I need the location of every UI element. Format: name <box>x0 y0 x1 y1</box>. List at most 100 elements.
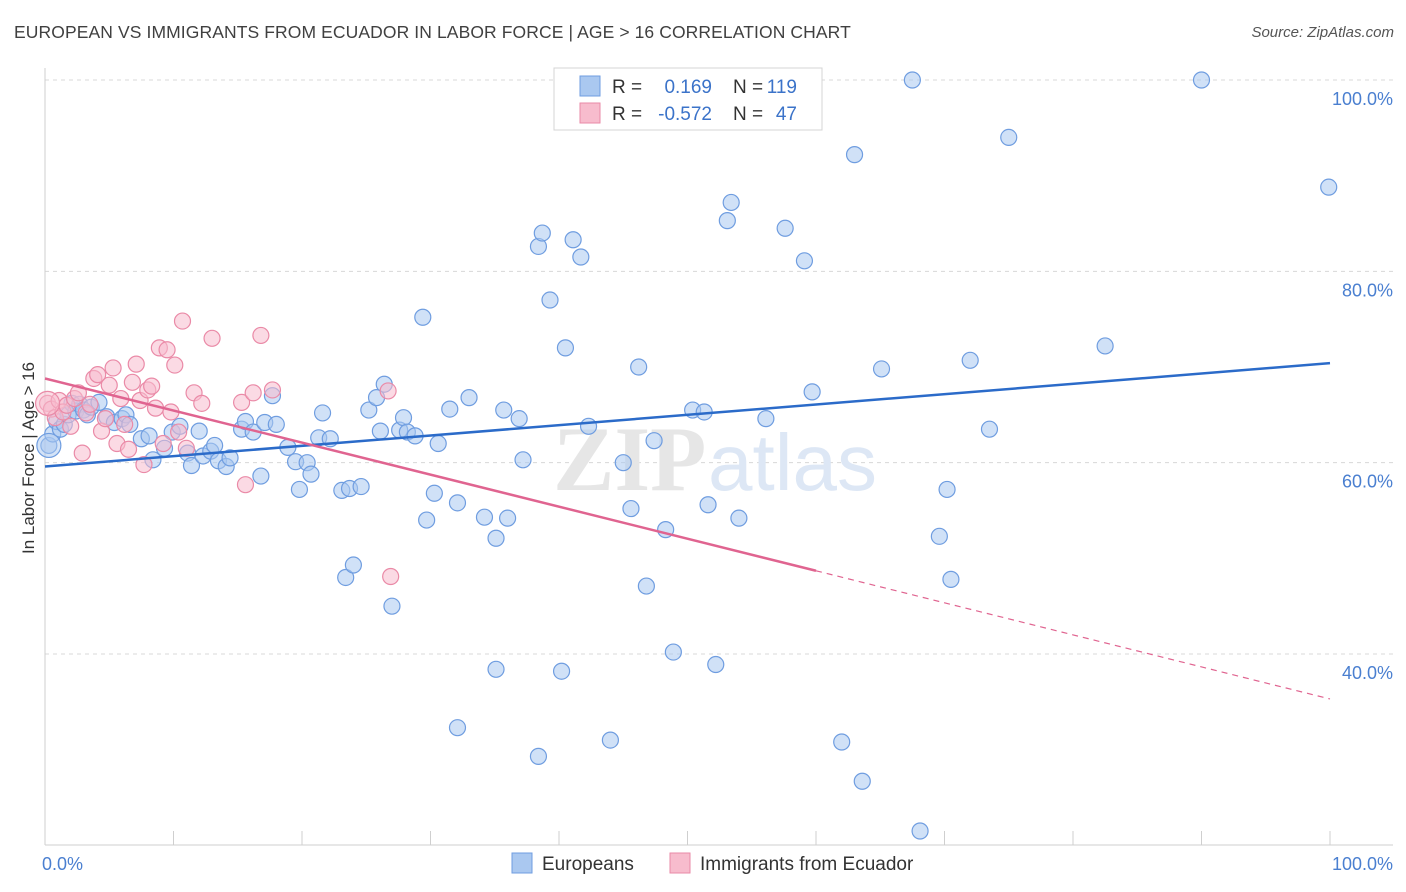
legend-r-value-ecuador: -0.572 <box>658 104 712 125</box>
ecuador-point-large <box>34 390 61 416</box>
europeans-point <box>529 747 548 765</box>
europeans-point <box>645 432 663 450</box>
x-tick-label-max: 100.0% <box>1332 854 1393 874</box>
europeans-point <box>707 655 725 674</box>
europeans-point <box>487 529 505 547</box>
y-tick-label-60: 60.0% <box>1342 472 1393 492</box>
europeans-point <box>564 231 582 249</box>
bottom-swatch-ecuador <box>669 852 691 874</box>
ecuador-point <box>89 366 107 384</box>
europeans-point <box>448 719 467 737</box>
bottom-legend-europeans: Europeans <box>542 854 634 875</box>
europeans-point <box>1320 178 1338 196</box>
europeans-point <box>942 570 960 588</box>
europeans-point <box>533 224 551 242</box>
europeans-point <box>845 146 864 164</box>
europeans-point <box>637 577 655 595</box>
europeans-point <box>903 71 921 89</box>
europeans-point <box>718 212 736 230</box>
ecuador-point <box>119 440 138 458</box>
europeans-point <box>352 477 370 496</box>
europeans-point <box>313 404 332 422</box>
y-axis-title: In Labor Force | Age > 16 <box>19 362 38 554</box>
europeans-point <box>699 496 717 514</box>
europeans-point <box>630 358 648 376</box>
europeans-point <box>414 308 432 326</box>
europeans-point <box>961 351 979 369</box>
europeans-point <box>182 456 201 475</box>
correlation-legend: R = 0.169 N = 119 R = -0.572 N = 47 <box>553 67 823 131</box>
europeans-point <box>337 568 355 587</box>
europeans-point <box>383 597 401 615</box>
trend-lines <box>44 361 1331 700</box>
chart-title: EUROPEAN VS IMMIGRANTS FROM ECUADOR IN L… <box>14 22 851 42</box>
watermark-atlas: atlas <box>708 418 877 507</box>
ecuador-trend-line <box>44 377 817 572</box>
y-tick-labels: 40.0% 60.0% 80.0% 100.0% <box>1332 89 1393 683</box>
ecuador-point <box>236 476 255 494</box>
europeans-point <box>776 219 794 237</box>
ecuador-point <box>123 373 141 391</box>
ecuador-point <box>143 377 161 395</box>
ecuador-point <box>127 355 145 373</box>
ecuador-point <box>244 384 262 402</box>
y-tick-label-100: 100.0% <box>1332 89 1393 109</box>
europeans-point <box>803 383 821 401</box>
europeans-point <box>730 509 748 527</box>
europeans-point <box>344 556 362 574</box>
europeans-point <box>980 420 999 438</box>
europeans-point <box>757 410 775 428</box>
europeans-point <box>206 436 224 455</box>
europeans-point <box>514 451 532 469</box>
europeans-point <box>622 499 640 518</box>
europeans-point-large <box>36 432 62 459</box>
legend-n-value-europeans: 119 <box>767 77 797 98</box>
europeans-point <box>425 484 443 502</box>
legend-n-label-europeans: N = <box>733 77 763 98</box>
y-tick-label-40: 40.0% <box>1342 663 1393 683</box>
europeans-point <box>579 417 598 435</box>
europeans-point <box>252 467 270 485</box>
ecuador-point <box>382 567 400 586</box>
europeans-point <box>601 731 620 749</box>
ecuador-point <box>252 326 270 345</box>
legend-n-value-ecuador: 47 <box>776 104 797 125</box>
ecuador-point <box>379 382 397 400</box>
europeans-point <box>541 291 559 309</box>
bottom-swatch-europeans <box>511 852 533 874</box>
europeans-point <box>441 400 459 418</box>
europeans-point <box>872 360 891 378</box>
europeans-point <box>572 248 590 266</box>
series-legend: Europeans Immigrants from Ecuador <box>511 852 914 875</box>
europeans-point <box>267 415 285 433</box>
europeans-point <box>460 389 478 407</box>
europeans-point <box>614 454 632 472</box>
ecuador-point <box>104 359 122 377</box>
ecuador-point <box>154 434 172 453</box>
europeans-point <box>552 662 571 680</box>
ecuador-point <box>62 417 80 435</box>
ecuador-point <box>166 356 184 374</box>
europeans-point <box>556 339 575 357</box>
europeans-point <box>290 480 309 499</box>
europeans-point <box>911 822 929 840</box>
europeans-point <box>448 494 467 512</box>
ecuador-point <box>263 381 282 399</box>
europeans-point <box>394 409 413 427</box>
x-tick-label-min: 0.0% <box>42 854 83 874</box>
grid-lines <box>45 79 1393 655</box>
europeans-trend-line <box>44 361 1331 468</box>
europeans-point <box>938 480 956 499</box>
europeans-point <box>499 509 517 527</box>
ecuador-point <box>170 423 188 441</box>
ecuador-point <box>233 393 251 411</box>
europeans-point <box>360 401 378 419</box>
europeans-point <box>1192 71 1211 89</box>
legend-r-value-europeans: 0.169 <box>664 77 712 98</box>
europeans-point <box>190 422 208 440</box>
europeans-point <box>833 733 851 751</box>
legend-n-label-ecuador: N = <box>733 104 763 125</box>
ecuador-point <box>173 312 192 330</box>
legend-swatch-ecuador <box>579 102 601 124</box>
legend-swatch-europeans <box>579 75 601 97</box>
